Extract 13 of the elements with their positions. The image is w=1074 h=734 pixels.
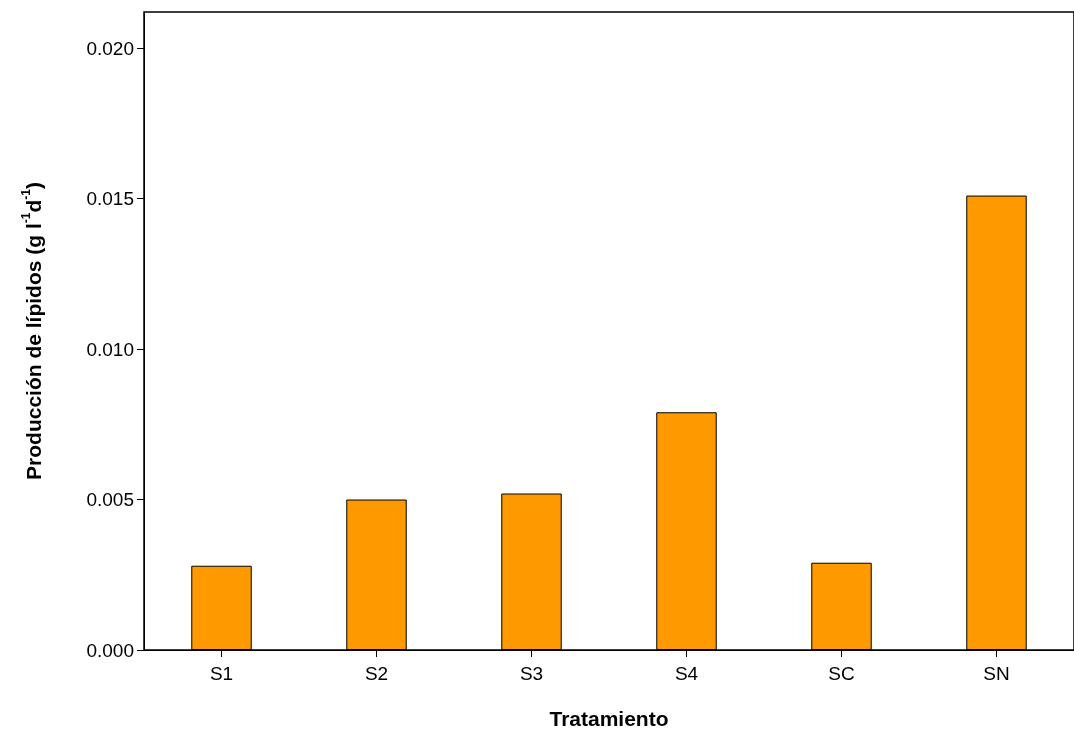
x-tick-label: S4 [674, 663, 699, 684]
x-tick-label: SN [983, 663, 1010, 684]
x-tick-label: S1 [209, 663, 234, 684]
y-tick-label: 0.005 [86, 489, 134, 511]
x-tick-label: S2 [364, 663, 389, 684]
y-tick-label: 0.010 [86, 338, 134, 360]
y-tick-label: 0.020 [86, 37, 134, 59]
y-axis-title: Producción de lípidos (g l-1d-1) [19, 182, 45, 480]
y-tick-label: 0.015 [86, 188, 134, 210]
x-tick-label: S3 [519, 663, 544, 684]
x-axis-title: Tratamiento [549, 707, 669, 730]
y-tick-label: 0.000 [86, 639, 134, 661]
x-tick-label: SC [828, 663, 855, 684]
